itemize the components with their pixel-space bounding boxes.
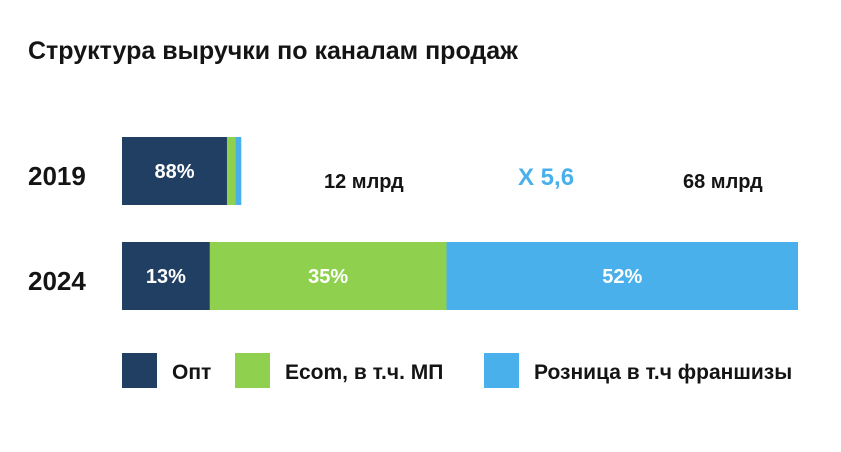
legend-label-2: Ecom, в т.ч. МП [285,361,443,384]
data-label-2019-1: 88% [154,161,194,183]
data-label-2024-1: 13% [146,266,186,288]
bar-segment-2024-3 [446,242,798,310]
data-label-2024-3: 52% [602,266,642,288]
bar-segment-2019-1 [122,137,227,205]
bars-group: 88% 13% 35% 52% [122,137,798,310]
legend-swatch-3 [484,353,519,388]
total-2024: 68 млрд [683,171,763,193]
bar-segment-2024-2 [209,242,447,310]
legend-swatch-1 [122,353,157,388]
growth-multiplier: X 5,6 [518,164,574,191]
legend-label-3: Розница в т.ч франшизы [534,361,792,384]
total-2019: 12 млрд [324,171,404,193]
bar-segment-2019-2 [226,137,236,205]
data-label-2024-2: 35% [308,266,348,288]
legend: Опт Ecom, в т.ч. МП Розница в т.ч франшизы [122,353,792,388]
category-label-2019: 2019 [28,161,86,191]
category-label-2024: 2024 [28,266,86,296]
bar-segment-2019-3 [235,137,242,205]
bar-segment-2024-1 [122,242,210,310]
legend-label-1: Опт [172,361,211,384]
legend-swatch-2 [235,353,270,388]
chart-title: Структура выручки по каналам продаж [28,37,518,65]
